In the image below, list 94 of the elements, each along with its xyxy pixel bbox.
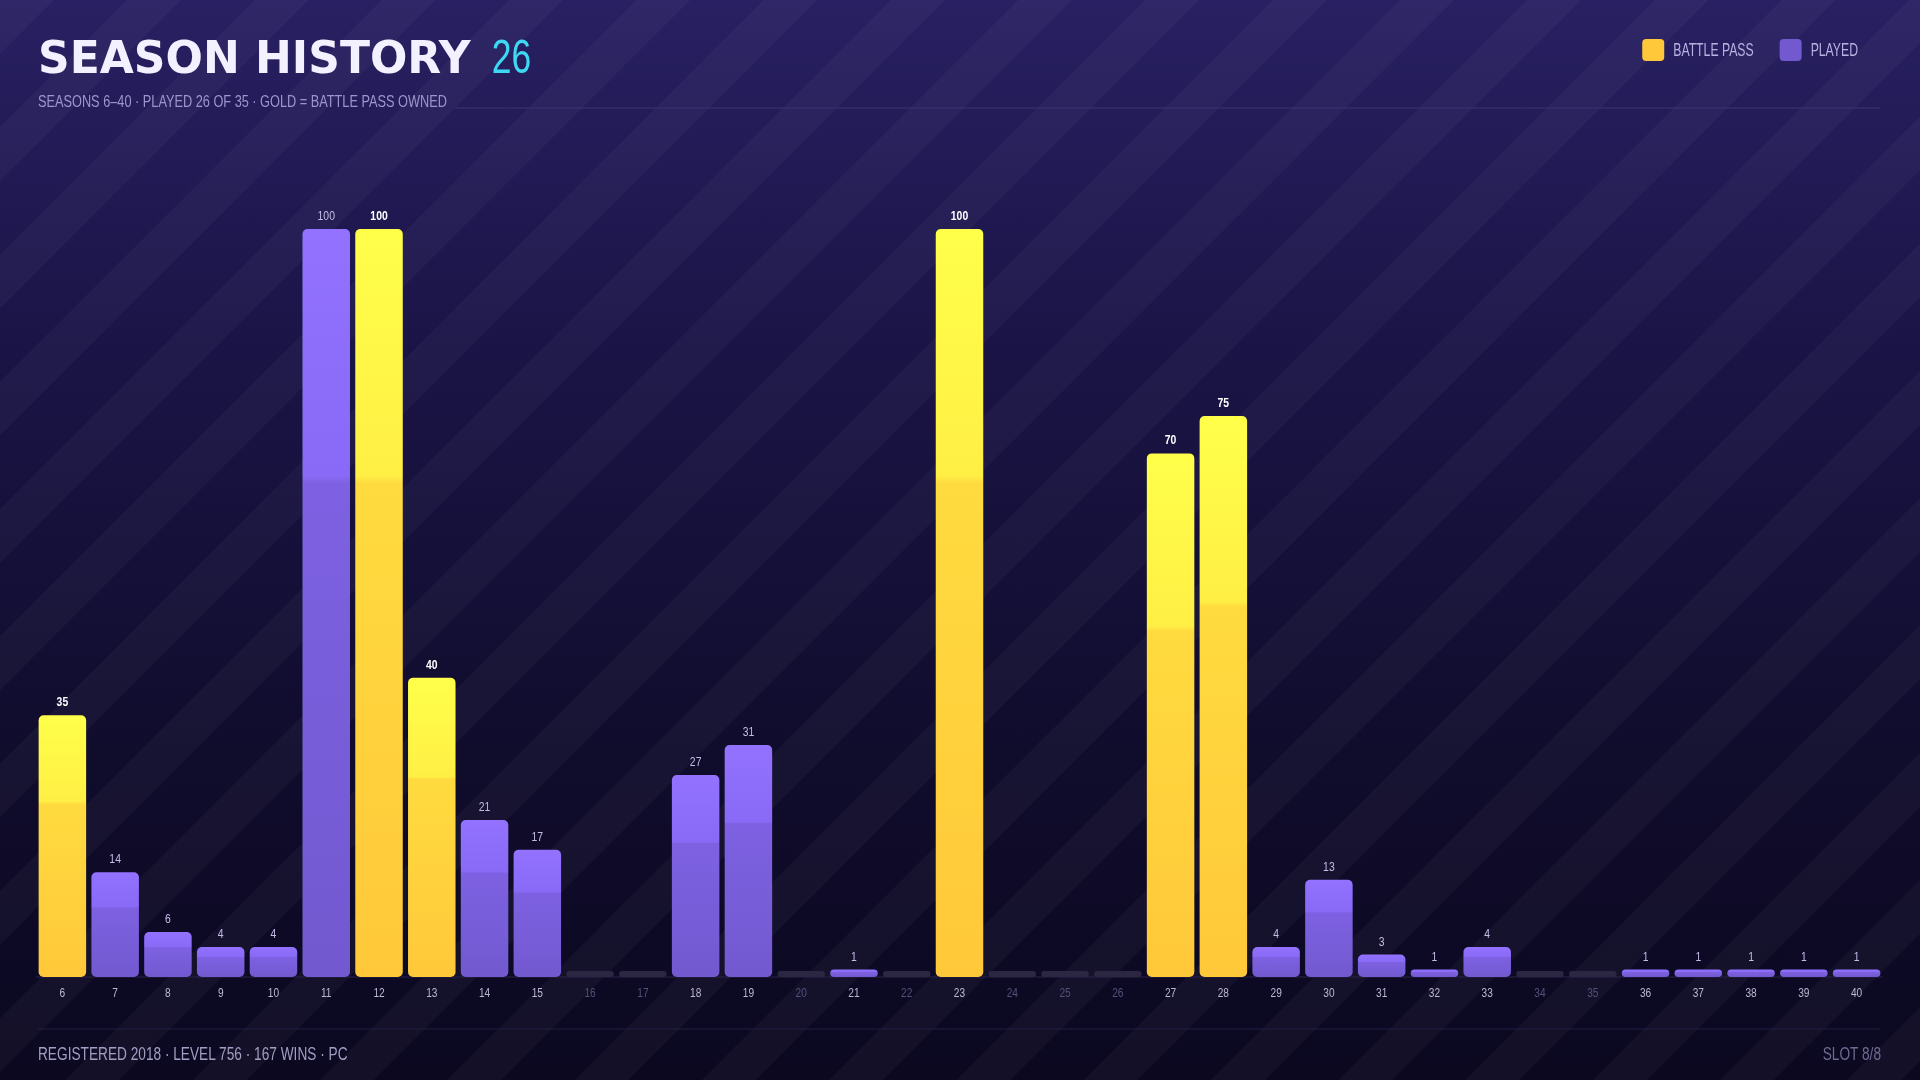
- bar: [1252, 947, 1300, 977]
- x-tick-label: 9: [217, 984, 224, 1000]
- x-tick-label: 29: [1270, 984, 1282, 1000]
- x-tick-label: 12: [373, 984, 385, 1000]
- x-tick-label: 40: [1850, 984, 1863, 1000]
- bar: [91, 872, 139, 977]
- x-tick-label: 21: [848, 984, 860, 1000]
- x-tick-label: 11: [320, 984, 332, 1000]
- data-label: 1: [1748, 948, 1754, 963]
- x-tick-label: 27: [1164, 984, 1177, 1000]
- x-tick-label: 24: [1006, 984, 1019, 1000]
- data-label: 4: [217, 925, 224, 941]
- bar: [1727, 969, 1775, 977]
- x-tick-label: 16: [584, 984, 596, 1000]
- data-label: 17: [531, 828, 544, 844]
- data-label: 4: [270, 925, 277, 941]
- x-tick-label: 33: [1481, 984, 1493, 1000]
- x-tick-label: 18: [690, 984, 702, 1000]
- data-label: 75: [1217, 394, 1230, 410]
- x-tick-label: 30: [1323, 984, 1335, 1000]
- x-tick-label: 35: [1587, 984, 1599, 1000]
- legend-label: PLAYED: [1810, 39, 1858, 60]
- legend-label: BATTLE PASS: [1673, 39, 1754, 60]
- x-tick-label: 13: [426, 984, 438, 1000]
- x-tick-label: 6: [59, 984, 66, 1000]
- bar: [935, 229, 984, 977]
- x-tick-label: 25: [1059, 984, 1071, 1000]
- x-tick-label: 19: [742, 984, 755, 1000]
- x-tick-label: 38: [1745, 984, 1757, 1000]
- x-tick-label: 31: [1376, 984, 1388, 1000]
- x-tick-label: 23: [953, 984, 966, 1000]
- data-label: 4: [1273, 925, 1280, 941]
- bar: [196, 947, 245, 977]
- data-label: 100: [950, 207, 969, 223]
- x-tick-label: 10: [267, 984, 280, 1000]
- x-tick-label: 20: [795, 984, 808, 1000]
- bar: [1621, 969, 1670, 977]
- data-label: 4: [1484, 925, 1491, 941]
- x-tick-label: 32: [1428, 984, 1441, 1000]
- data-label: 1: [1642, 948, 1649, 963]
- text: 26: [491, 29, 532, 84]
- x-tick-label: 37: [1692, 984, 1704, 1000]
- chart-title: SEASON HISTORY: [38, 32, 472, 83]
- x-tick-label: 26: [1112, 984, 1124, 1000]
- data-label: 14: [109, 851, 122, 866]
- data-label: 31: [742, 723, 755, 739]
- bar: [513, 849, 562, 977]
- data-label: 6: [165, 910, 172, 926]
- bar: [830, 969, 878, 977]
- x-tick-label: 34: [1534, 984, 1547, 1000]
- data-label: 100: [317, 207, 336, 223]
- bar: [1357, 954, 1406, 977]
- x-tick-label: 17: [637, 984, 649, 1000]
- bar: [1780, 969, 1828, 977]
- data-label: 3: [1378, 933, 1385, 948]
- bar: [1146, 453, 1195, 977]
- data-label: 27: [689, 753, 702, 769]
- data-label: 70: [1164, 432, 1177, 447]
- chart-subtitle: SEASONS 6–40 · PLAYED 26 OF 35 · GOLD = BATTLE PASS OWNED: [38, 91, 448, 111]
- bar: [724, 745, 773, 977]
- data-label: 1: [851, 948, 857, 963]
- bar: [1832, 969, 1881, 977]
- data-label: 1: [1695, 948, 1702, 963]
- x-tick-label: 14: [478, 984, 491, 1000]
- bar: [355, 229, 403, 977]
- text: REGISTERED 2018 · LEVEL 756 · 167 WINS · PC: [38, 1042, 348, 1065]
- x-tick-label: 7: [112, 984, 118, 1000]
- bar: [1305, 879, 1353, 977]
- x-tick-label: 22: [901, 984, 913, 1000]
- x-tick-label: 39: [1798, 984, 1810, 1000]
- bar: [38, 715, 87, 977]
- text: SLOT 8/8: [1822, 1042, 1881, 1065]
- data-label: 21: [478, 798, 491, 814]
- bar: [144, 932, 192, 977]
- bar: [1410, 969, 1459, 977]
- x-tick-label: 28: [1217, 984, 1229, 1000]
- x-tick-label: 36: [1639, 984, 1652, 1000]
- data-label: 40: [426, 656, 438, 672]
- data-label: 1: [1431, 948, 1438, 963]
- data-label: 1: [1853, 948, 1860, 963]
- bar: [671, 775, 720, 977]
- x-tick-label: 8: [165, 984, 171, 1000]
- data-label: 13: [1323, 858, 1336, 873]
- bar: [302, 229, 350, 977]
- bar: [1199, 416, 1248, 977]
- data-label: 100: [370, 207, 389, 223]
- bar: [249, 947, 298, 977]
- bar: [460, 819, 509, 977]
- bar: [1463, 947, 1511, 977]
- bar: [408, 677, 456, 977]
- data-label: 1: [1800, 948, 1807, 963]
- bar: [1674, 969, 1723, 977]
- data-label: 35: [56, 694, 69, 709]
- x-tick-label: 15: [531, 984, 543, 1000]
